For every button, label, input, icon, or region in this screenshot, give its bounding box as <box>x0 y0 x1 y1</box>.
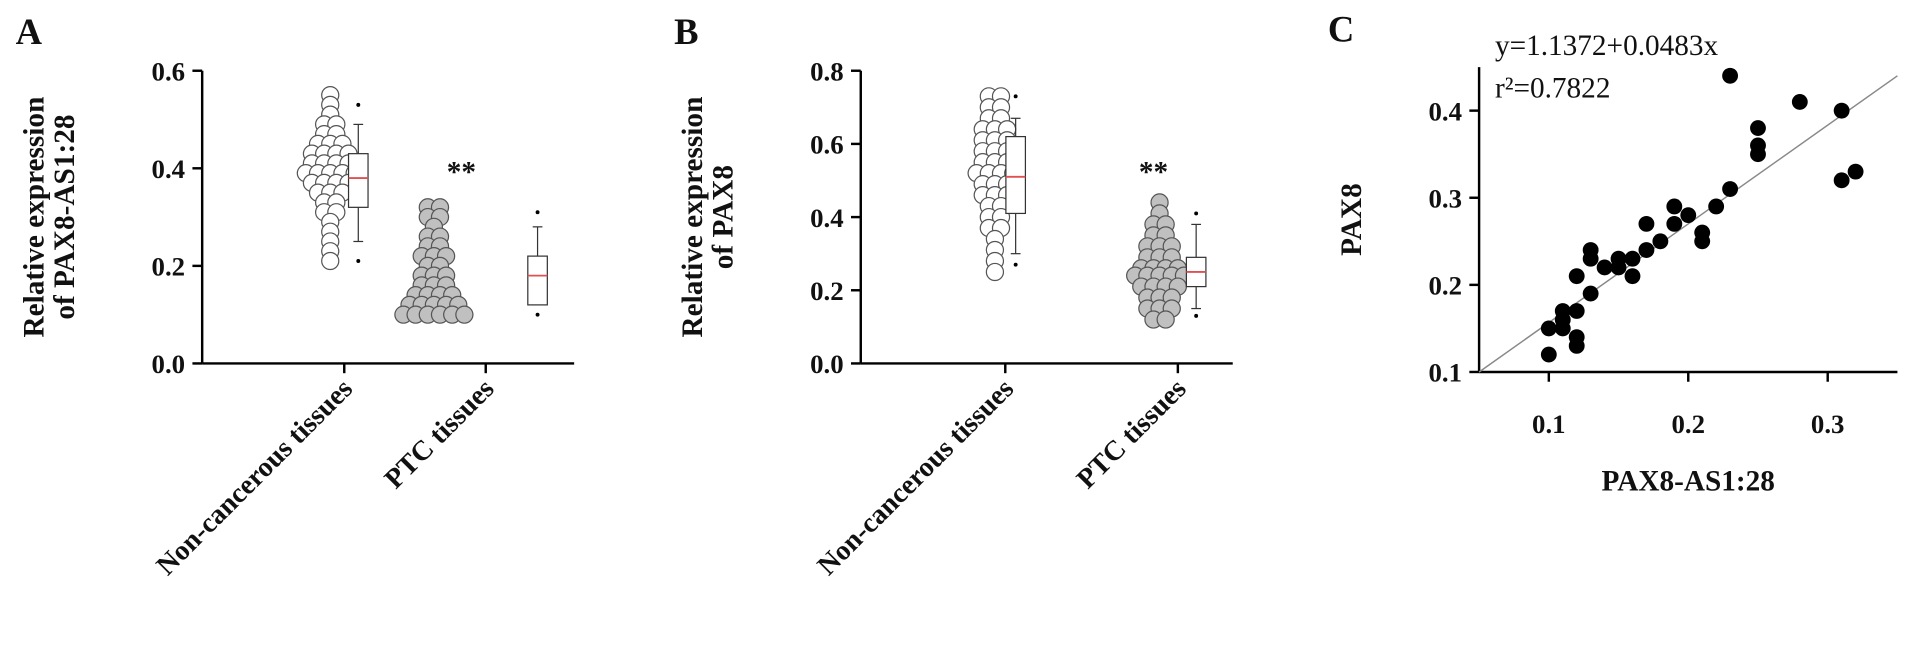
y-tick-label: 0.2 <box>152 252 186 282</box>
x-tick-label: 0.3 <box>1811 409 1845 439</box>
r-squared: r²=0.7822 <box>1495 73 1611 105</box>
outlier <box>1194 211 1199 216</box>
data-point <box>1750 137 1766 154</box>
panel-label: A <box>16 11 43 52</box>
x-tick-label: Non-cancerous tissues <box>151 373 359 581</box>
outlier <box>356 259 361 263</box>
panel-label: B <box>674 11 698 52</box>
outlier <box>1013 94 1018 99</box>
data-point <box>1610 250 1627 267</box>
outlier <box>356 102 361 107</box>
significance: ** <box>1139 157 1168 189</box>
data-point <box>1722 181 1739 197</box>
y-tick-label: 0.0 <box>810 349 844 379</box>
x-tick-label: Non-cancerous tissues <box>812 373 1020 581</box>
y-tick-label: 0.8 <box>810 56 844 86</box>
data-point <box>1554 303 1571 319</box>
y-axis-label: of PAX8 <box>708 165 740 269</box>
data-point <box>1666 198 1683 215</box>
y-tick-label: 0.4 <box>152 154 186 184</box>
data-point <box>1833 102 1850 119</box>
data-point <box>1596 259 1613 276</box>
data-point <box>1582 285 1599 302</box>
data-point <box>1568 329 1585 346</box>
y-tick-label: 0.4 <box>1428 96 1462 126</box>
box <box>527 255 548 306</box>
data-point <box>1680 207 1697 224</box>
y-axis-label: Relative expression <box>19 97 51 338</box>
data-dot <box>1156 310 1175 329</box>
box <box>1005 135 1027 215</box>
data-point <box>1638 242 1655 258</box>
y-axis-label: of PAX8-AS1:28 <box>49 115 81 320</box>
y-tick-label: 0.6 <box>152 56 186 86</box>
data-point <box>1708 198 1725 215</box>
y-tick-label: 0.0 <box>152 349 186 379</box>
significance: ** <box>447 157 476 189</box>
data-point <box>1750 120 1766 136</box>
data-point <box>1624 268 1641 285</box>
y-axis-label: PAX8 <box>1336 183 1368 256</box>
data-point <box>1722 67 1739 84</box>
data-point <box>1638 215 1655 232</box>
x-tick-label: 0.2 <box>1671 409 1705 439</box>
y-tick-label: 0.2 <box>1428 271 1462 301</box>
data-dot <box>321 251 340 271</box>
data-point <box>1833 172 1850 189</box>
equation: y=1.1372+0.0483x <box>1495 30 1719 62</box>
panel-label: C <box>1328 8 1354 49</box>
y-tick-label: 0.2 <box>810 276 844 306</box>
y-tick-label: 0.4 <box>810 203 844 233</box>
box <box>347 153 369 208</box>
outlier <box>535 210 540 215</box>
x-axis-label: PAX8-AS1:28 <box>1602 465 1775 497</box>
x-tick-label: 0.1 <box>1532 409 1566 439</box>
data-point <box>1568 268 1585 285</box>
data-point <box>1791 93 1808 110</box>
outlier <box>1194 313 1199 318</box>
outlier <box>1013 262 1018 267</box>
data-dot <box>455 305 474 324</box>
y-tick-label: 0.3 <box>1428 184 1462 214</box>
data-point <box>1540 346 1557 363</box>
data-point <box>1568 303 1585 319</box>
data-point <box>1694 224 1711 241</box>
data-point <box>1582 242 1599 258</box>
data-point <box>1624 250 1641 267</box>
y-tick-label: 0.1 <box>1428 358 1462 388</box>
outlier <box>535 312 540 317</box>
x-tick-label: PTC tissues <box>379 373 501 495</box>
data-dot <box>985 262 1005 282</box>
y-axis-label: Relative expression <box>677 97 709 338</box>
data-point <box>1847 163 1864 180</box>
data-point <box>1666 215 1683 232</box>
data-point <box>1652 233 1669 250</box>
data-point <box>1540 320 1557 337</box>
x-tick-label: PTC tissues <box>1071 373 1193 495</box>
y-tick-label: 0.6 <box>810 130 844 160</box>
